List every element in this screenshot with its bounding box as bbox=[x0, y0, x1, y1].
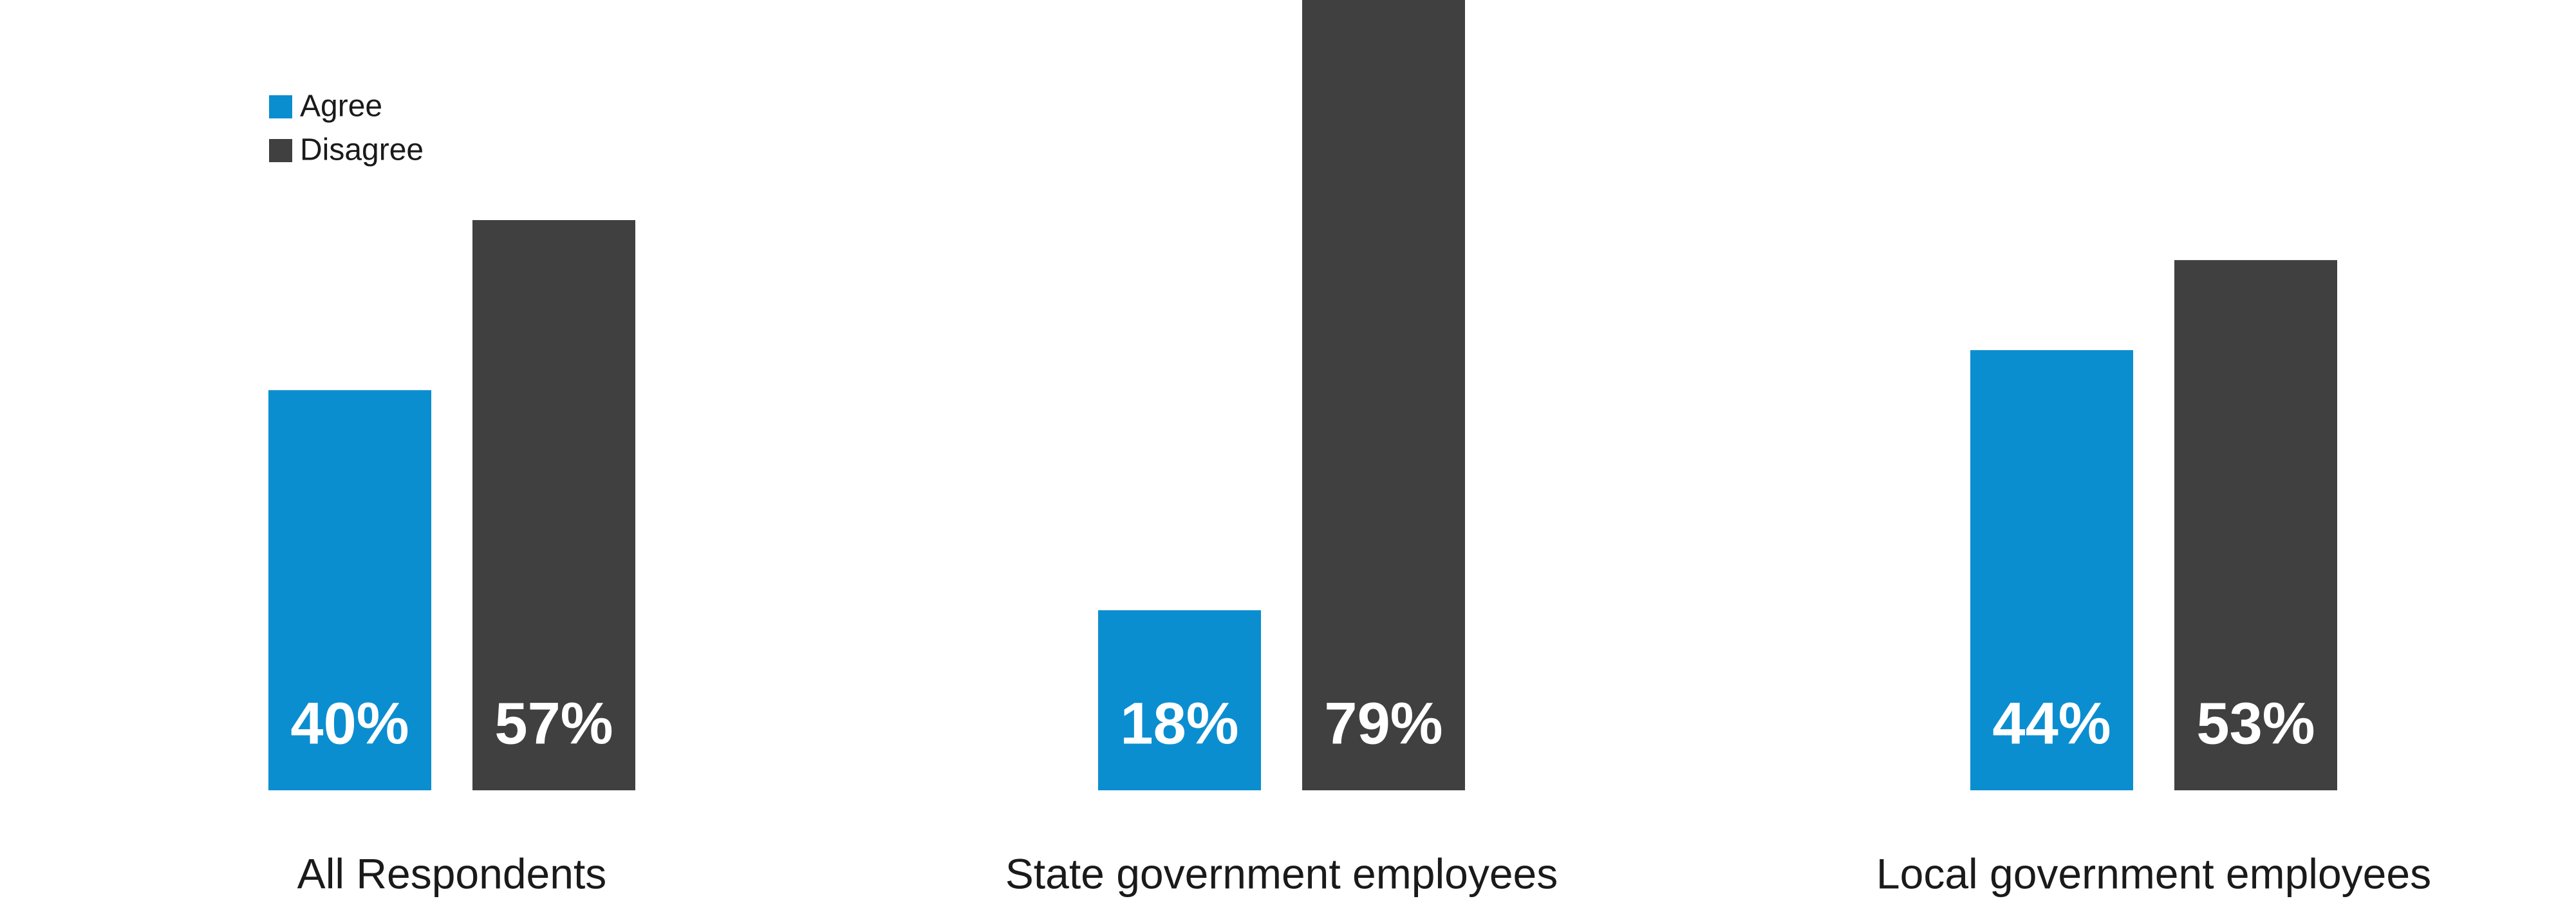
category-label: State government employees bbox=[1005, 850, 1558, 897]
bar bbox=[1098, 610, 1261, 790]
value-label: 44% bbox=[1992, 691, 2111, 756]
value-label: 53% bbox=[2196, 691, 2315, 756]
bar bbox=[1970, 350, 2133, 790]
bar bbox=[268, 390, 431, 790]
category-label: Local government employees bbox=[1876, 850, 2431, 897]
value-label: 18% bbox=[1120, 691, 1238, 756]
bar bbox=[2174, 260, 2337, 791]
legend-label: Agree bbox=[300, 89, 382, 124]
legend-swatch bbox=[269, 139, 292, 162]
category-label: All Respondents bbox=[297, 850, 607, 897]
value-label: 79% bbox=[1324, 691, 1442, 756]
value-label: 40% bbox=[290, 691, 409, 756]
legend-label: Disagree bbox=[300, 133, 424, 167]
bar bbox=[1302, 0, 1465, 790]
bar bbox=[472, 219, 635, 790]
legend-swatch bbox=[269, 95, 292, 118]
value-label: 57% bbox=[494, 691, 613, 756]
